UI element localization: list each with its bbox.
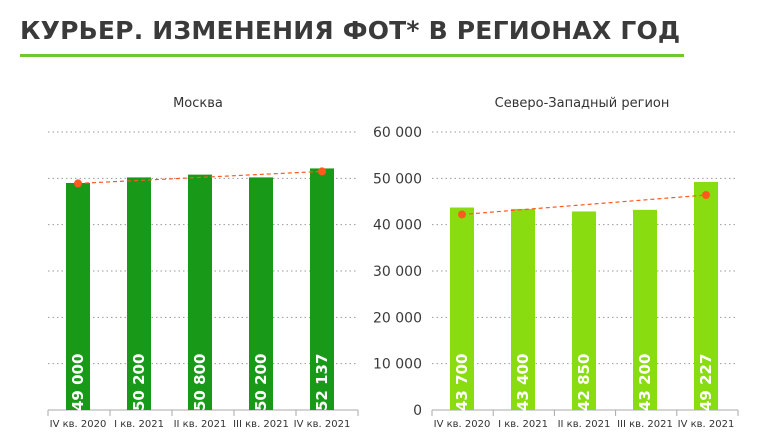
y-tick-label: 20 000	[373, 310, 422, 326]
northwest-category-label: III кв. 2021	[617, 419, 673, 430]
moscow-bar	[127, 177, 151, 410]
northwest-trend-start-marker	[458, 210, 466, 219]
northwest-bar	[511, 208, 535, 410]
northwest-bar	[694, 181, 718, 410]
northwest-category-label: IV кв. 2020	[434, 419, 491, 430]
moscow-data-label: 49 000	[69, 354, 87, 411]
moscow-data-label: 50 800	[191, 354, 209, 411]
moscow-trend-end-marker	[318, 167, 326, 176]
moscow-category-label: III кв. 2021	[233, 419, 289, 430]
moscow-data-label: 52 137	[313, 354, 331, 411]
northwest-category-label: IV кв. 2021	[678, 419, 735, 430]
northwest-data-label: 43 200	[636, 354, 654, 411]
moscow-data-label: 50 200	[252, 354, 270, 411]
moscow-bar	[188, 174, 212, 410]
northwest-data-label: 43 400	[514, 354, 532, 411]
northwest-trendline	[461, 194, 707, 216]
y-tick-label: 10 000	[373, 357, 422, 373]
northwest-bar	[633, 209, 657, 410]
y-tick-label: 30 000	[373, 264, 422, 280]
northwest-data-label: 43 700	[453, 354, 471, 411]
moscow-category-label: II кв. 2021	[174, 419, 227, 430]
title-underline	[20, 54, 684, 57]
page-title: КУРЬЕР. ИЗМЕНЕНИЯ ФОТ* В РЕГИОНАХ ГОД	[20, 16, 681, 45]
y-tick-label: 40 000	[373, 218, 422, 234]
moscow-category-label: IV кв. 2020	[50, 419, 107, 430]
northwest-bar	[450, 207, 474, 410]
moscow-data-label: 50 200	[130, 354, 148, 411]
northwest-trend-end-marker	[702, 191, 710, 200]
moscow-bar	[310, 168, 334, 410]
northwest-bar	[572, 211, 596, 410]
moscow-category-label: I кв. 2021	[114, 419, 164, 430]
y-tick-label: 0	[413, 403, 422, 419]
y-tick-label: 50 000	[373, 171, 422, 187]
northwest-category-label: II кв. 2021	[558, 419, 611, 430]
moscow-trendline	[77, 170, 323, 185]
moscow-category-label: IV кв. 2021	[294, 419, 351, 430]
moscow-chart-title: Москва	[173, 96, 223, 111]
northwest-data-label: 49 227	[697, 354, 715, 411]
northwest-data-label: 42 850	[575, 354, 593, 411]
y-tick-label: 60 000	[373, 125, 422, 141]
moscow-bar	[66, 182, 90, 410]
moscow-bar	[249, 177, 273, 410]
moscow-trend-start-marker	[74, 179, 82, 188]
northwest-chart-title: Северо-Западный регион	[495, 96, 670, 111]
northwest-category-label: I кв. 2021	[498, 419, 548, 430]
